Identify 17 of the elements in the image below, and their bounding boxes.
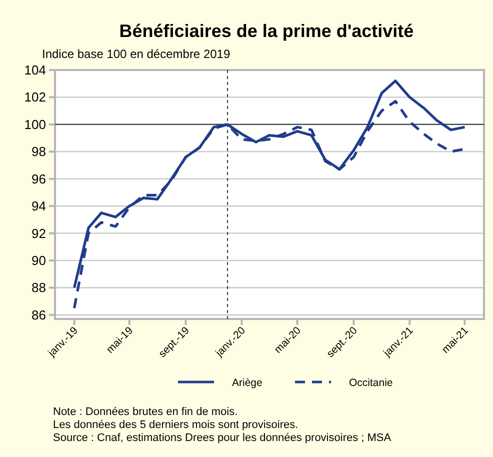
- y-tick-label: 102: [24, 90, 46, 105]
- text: Note : Données brutes en fin de mois.: [53, 406, 238, 418]
- y-tick-label: 100: [24, 116, 46, 132]
- chart-subtitle: Indice base 100 en décembre 2019: [42, 47, 230, 61]
- y-tick-label: 96: [32, 171, 46, 186]
- chart-title: Bénéficiaires de la prime d'activité: [119, 21, 414, 41]
- y-tick-label: 98: [32, 144, 46, 160]
- y-tick-label: 92: [32, 226, 46, 241]
- y-tick-label: 88: [32, 280, 46, 296]
- source-note: Source : Cnaf, estimations Drees pour les données provisoires ; MSA: [53, 432, 392, 444]
- legend-label: Occitanie: [349, 377, 393, 389]
- y-tick-label: 94: [32, 198, 46, 214]
- text: Les données des 5 derniers mois sont provisoires.: [53, 419, 298, 431]
- y-tick-label: 86: [32, 307, 46, 322]
- y-tick-label: 104: [24, 62, 46, 78]
- legend-label: Ariège: [232, 377, 263, 389]
- y-tick-label: 90: [32, 252, 46, 268]
